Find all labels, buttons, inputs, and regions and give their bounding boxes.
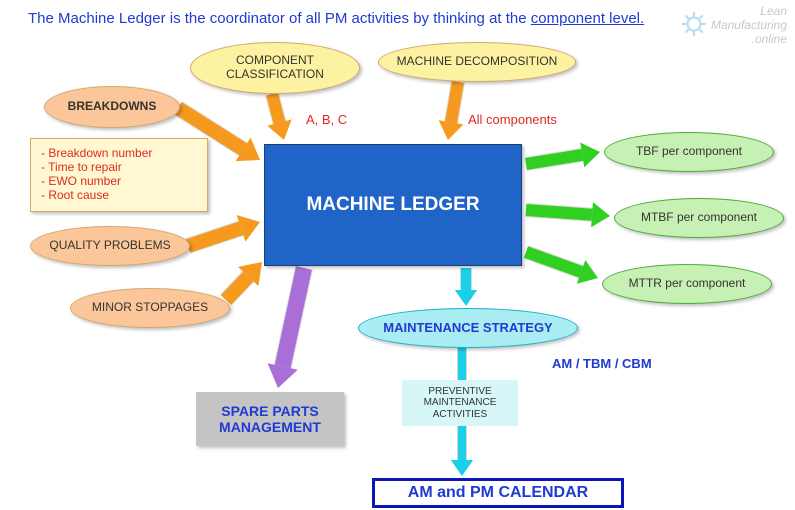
node-breakdowns: BREAKDOWNS [44,86,180,128]
note-line: - Time to repair [41,161,197,175]
node-mttr: MTTR per component [602,264,772,304]
page-title: The Machine Ledger is the coordinator of… [28,10,775,27]
label: AM and PM CALENDAR [404,480,592,506]
text: AM / TBM / CBM [548,353,656,376]
node-maintenance-strategy: MAINTENANCE STRATEGY [358,308,578,348]
label: PREVENTIVE MAINTENANCE ACTIVITIES [402,382,518,425]
label-abc: A, B, C [302,110,351,130]
wm-line1: Lean [760,4,787,18]
node-machine-decomposition: MACHINE DECOMPOSITION [378,42,576,82]
node-minor-stoppages: MINOR STOPPAGES [70,288,230,328]
title-underlined: component level. [531,10,644,27]
label: MACHINE LEDGER [302,190,483,220]
label-am-tbm-cbm: AM / TBM / CBM [548,354,656,374]
note-line: - Breakdown number [41,147,197,161]
label: TBF per component [632,141,746,163]
label: MINOR STOPPAGES [88,297,212,319]
label: MTTR per component [625,273,750,295]
node-machine-ledger: MACHINE LEDGER [264,144,522,266]
node-preventive-activities: PREVENTIVE MAINTENANCE ACTIVITIES [402,380,518,426]
wm-line2: Manufacturing [711,18,787,32]
text: A, B, C [302,109,351,132]
text: All components [464,109,561,132]
node-calendar: AM and PM CALENDAR [372,478,624,508]
label: MACHINE DECOMPOSITION [393,51,562,73]
note-line: - EWO number [41,175,197,189]
label-all-components: All components [464,110,561,130]
note-breakdown-details: - Breakdown number - Time to repair - EW… [30,138,208,212]
node-mtbf: MTBF per component [614,198,784,238]
label: MTBF per component [637,207,761,229]
gear-icon [681,11,707,40]
node-spare-parts: SPARE PARTS MANAGEMENT [196,392,344,446]
label: SPARE PARTS MANAGEMENT [196,399,344,439]
label: BREAKDOWNS [64,96,161,118]
label: QUALITY PROBLEMS [45,235,174,257]
node-component-classification: COMPONENT CLASSIFICATION [190,42,360,94]
title-prefix: The Machine Ledger is the coordinator of… [28,10,531,27]
label: MAINTENANCE STRATEGY [379,317,556,340]
watermark: Lean Manufacturing .online [681,4,787,46]
note-line: - Root cause [41,189,197,203]
label: COMPONENT CLASSIFICATION [191,50,359,86]
node-tbf: TBF per component [604,132,774,172]
wm-line3: .online [752,32,787,46]
node-quality-problems: QUALITY PROBLEMS [30,226,190,266]
